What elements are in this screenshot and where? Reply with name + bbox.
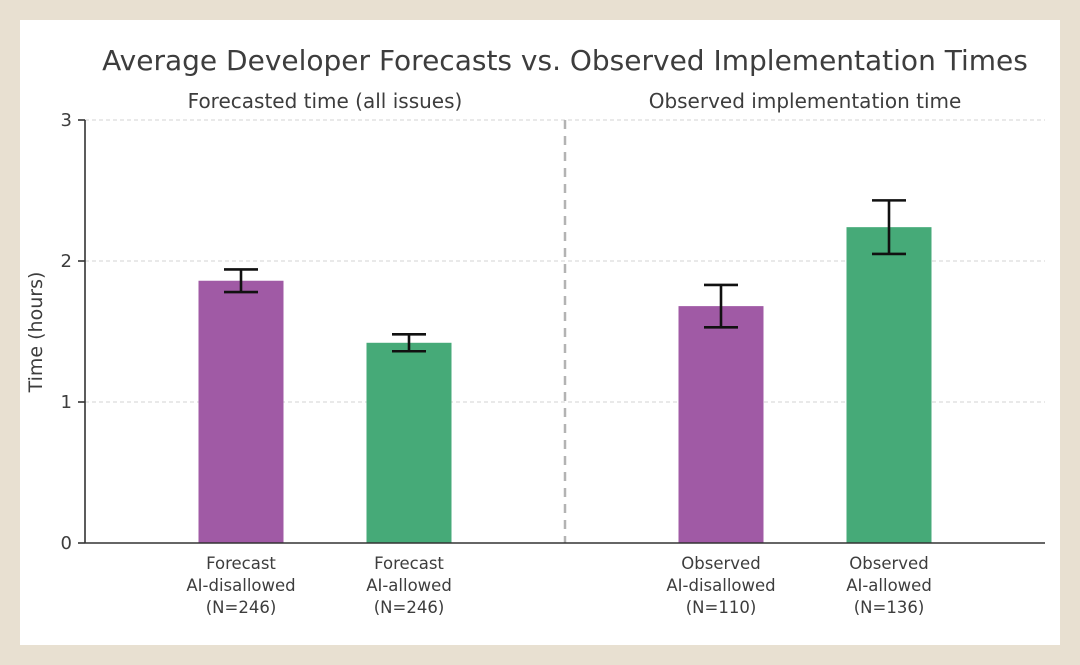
- y-axis-label: Time (hours): [25, 272, 47, 394]
- x-tick-label: AI-disallowed: [186, 576, 295, 595]
- bar: [846, 227, 932, 543]
- x-tick-label: Forecast: [374, 554, 444, 573]
- bar-chart: Average Developer Forecasts vs. Observed…: [25, 44, 1045, 617]
- error-bars: [224, 199, 906, 353]
- x-tick-label: AI-allowed: [846, 576, 932, 595]
- chart-title: Average Developer Forecasts vs. Observed…: [102, 44, 1028, 77]
- y-tick-label: 0: [61, 533, 72, 554]
- x-tick-label: AI-allowed: [366, 576, 452, 595]
- y-tick-label: 2: [61, 251, 72, 272]
- x-tick-label: AI-disallowed: [666, 576, 775, 595]
- y-tick-label: 1: [61, 392, 72, 413]
- bar: [198, 280, 284, 543]
- chart-card: Average Developer Forecasts vs. Observed…: [20, 20, 1060, 645]
- y-tick-labels: 0 1 2 3: [61, 110, 85, 554]
- y-tick-label: 3: [61, 110, 72, 131]
- x-tick-label: Forecast: [206, 554, 276, 573]
- x-tick-label: (N=136): [854, 598, 925, 617]
- x-tick-label: Observed: [681, 554, 760, 573]
- x-tick-label: (N=110): [686, 598, 757, 617]
- x-tick-label: (N=246): [206, 598, 277, 617]
- x-tick-label: Observed: [849, 554, 928, 573]
- bar: [366, 342, 452, 543]
- axes: [84, 120, 1045, 544]
- x-tick-labels: Forecast AI-disallowed (N=246) Forecast AI-a…: [186, 554, 931, 617]
- x-tick-label: (N=246): [374, 598, 445, 617]
- subtitle-observed: Observed implementation time: [649, 89, 962, 113]
- bars: [198, 227, 932, 543]
- subtitle-forecasted: Forecasted time (all issues): [188, 89, 463, 113]
- bar: [678, 306, 764, 543]
